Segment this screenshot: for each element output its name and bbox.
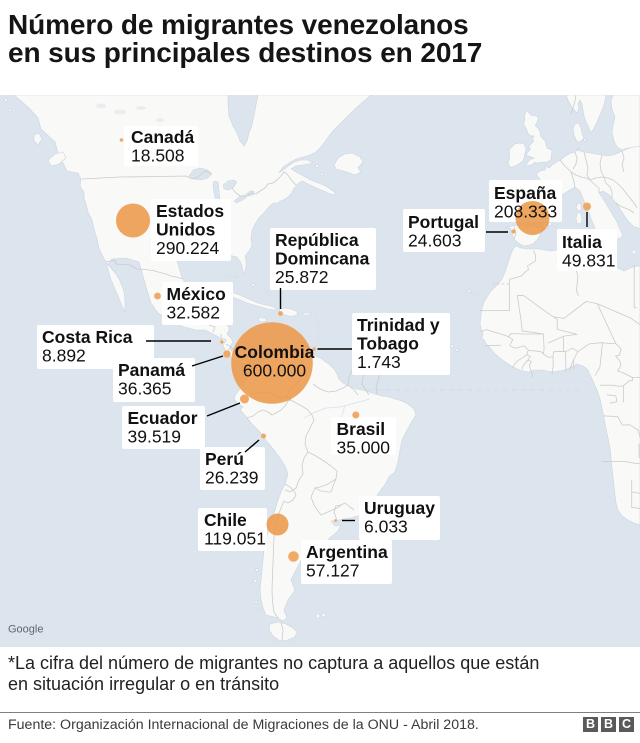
svg-text:Canadá: Canadá	[131, 127, 194, 147]
svg-text:25.872: 25.872	[275, 267, 329, 287]
svg-text:600.000: 600.000	[243, 361, 307, 381]
svg-text:Trinidad y: Trinidad y	[357, 315, 440, 335]
svg-text:26.239: 26.239	[205, 468, 259, 488]
svg-text:Portugal: Portugal	[408, 212, 479, 232]
svg-text:Tobago: Tobago	[357, 334, 419, 354]
svg-text:208.333: 208.333	[494, 202, 557, 222]
svg-text:Perú: Perú	[205, 449, 244, 469]
svg-text:290.224: 290.224	[156, 238, 220, 258]
svg-text:Chile: Chile	[204, 510, 247, 530]
svg-text:39.519: 39.519	[128, 427, 182, 447]
svg-text:36.365: 36.365	[118, 379, 172, 399]
svg-text:Colombia: Colombia	[235, 342, 315, 362]
svg-text:Brasil: Brasil	[337, 419, 386, 439]
svg-text:57.127: 57.127	[306, 561, 360, 581]
svg-text:Estados: Estados	[156, 201, 224, 221]
svg-text:Panamá: Panamá	[118, 360, 185, 380]
svg-text:119.051: 119.051	[204, 529, 266, 549]
svg-text:6.033: 6.033	[364, 517, 408, 537]
svg-text:Google: Google	[8, 624, 43, 636]
svg-text:8.892: 8.892	[42, 346, 86, 366]
svg-text:España: España	[494, 183, 557, 203]
svg-text:Uruguay: Uruguay	[364, 498, 435, 518]
svg-text:32.582: 32.582	[167, 303, 221, 323]
svg-text:24.603: 24.603	[408, 231, 462, 251]
svg-text:Costa Rica: Costa Rica	[42, 327, 133, 347]
svg-text:México: México	[167, 284, 226, 304]
svg-text:49.831: 49.831	[562, 251, 616, 271]
svg-text:República: República	[275, 230, 359, 250]
svg-text:1.743: 1.743	[357, 352, 401, 372]
svg-text:Italia: Italia	[562, 232, 602, 252]
svg-text:Ecuador: Ecuador	[128, 408, 198, 428]
svg-text:Unidos: Unidos	[156, 220, 216, 240]
svg-text:18.508: 18.508	[131, 146, 185, 166]
svg-text:35.000: 35.000	[337, 438, 391, 458]
svg-text:Domincana: Domincana	[275, 249, 370, 269]
svg-text:Argentina: Argentina	[306, 542, 388, 562]
